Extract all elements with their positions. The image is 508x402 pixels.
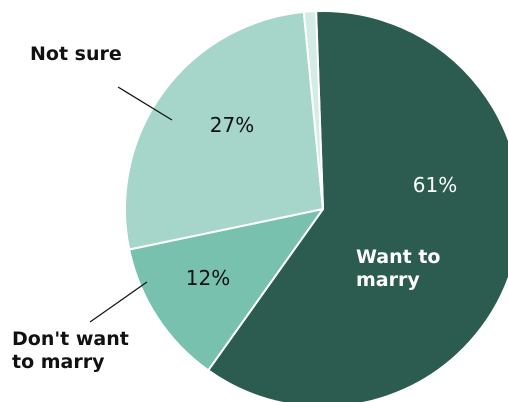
slice-value-label: 12%	[186, 266, 230, 290]
pie-slice-want-to-marry	[207, 10, 508, 402]
labels-layer: 61% Want to marry 12% Don't want to marry 27% N…	[12, 43, 457, 373]
pie-slice-don-t-want-to-marry	[128, 208, 324, 372]
slice-category-label: Not sure	[30, 43, 122, 65]
leader-lines-layer	[89, 86, 173, 323]
leader-line	[89, 281, 148, 323]
slice-value-label: 61%	[413, 173, 457, 197]
slices-layer	[124, 10, 508, 402]
slice-category-label: Don't want to marry	[12, 328, 129, 373]
pie-slice-not-sure	[124, 10, 324, 251]
leader-line	[117, 86, 173, 121]
slice-value-label: 27%	[210, 113, 254, 137]
slice-category-label: Want to marry	[356, 246, 440, 291]
pie-slice-unlabeled-3	[302, 10, 324, 210]
